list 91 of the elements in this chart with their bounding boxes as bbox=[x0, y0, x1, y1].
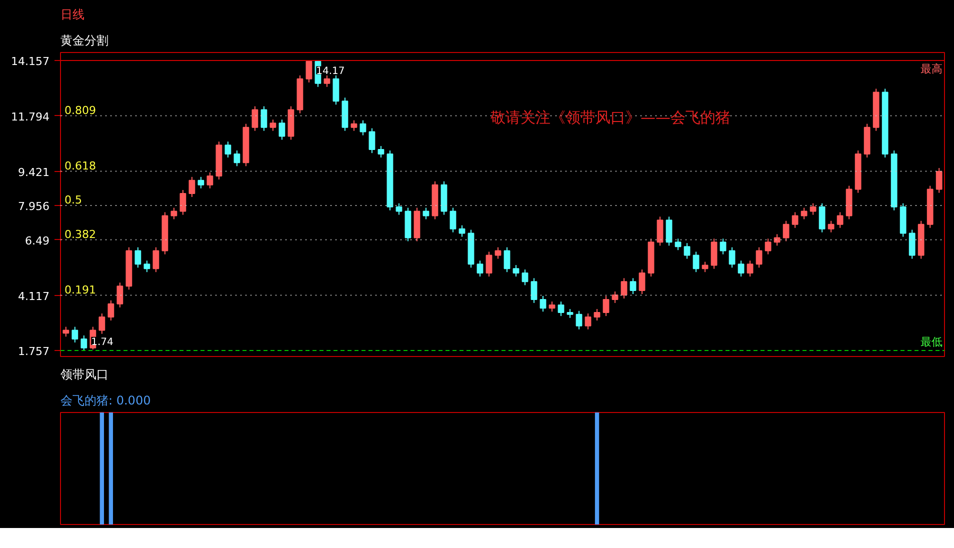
candlestick bbox=[350, 120, 358, 132]
y-tick-label: 14.157 bbox=[11, 55, 50, 68]
candlestick bbox=[674, 238, 682, 251]
candlestick bbox=[576, 310, 582, 330]
candlestick bbox=[638, 269, 646, 295]
candlestick bbox=[612, 290, 618, 304]
ref-line-label: 最低 bbox=[920, 335, 943, 348]
candlestick bbox=[792, 212, 798, 228]
y-tick-label: 9.421 bbox=[18, 166, 50, 179]
series-label: 会飞的猪: 0.000 bbox=[60, 394, 151, 408]
annotation: 0.809 bbox=[64, 104, 96, 117]
candlestick bbox=[782, 220, 790, 242]
candlestick bbox=[278, 119, 286, 140]
y-tick-label: 11.794 bbox=[11, 110, 50, 124]
candlestick bbox=[738, 260, 744, 278]
candlestick bbox=[98, 312, 106, 334]
candlestick bbox=[666, 216, 672, 246]
candlestick bbox=[584, 312, 592, 330]
candlestick bbox=[188, 176, 196, 198]
candlestick bbox=[332, 74, 340, 106]
candlestick bbox=[620, 278, 628, 300]
candlestick bbox=[198, 176, 204, 189]
candlestick bbox=[774, 234, 780, 246]
candlestick bbox=[548, 301, 556, 312]
chart-title: 领带风口 bbox=[60, 368, 108, 382]
candlestick bbox=[458, 224, 466, 238]
annotation: 敬请关注《领带风口》——会飞的猪 bbox=[490, 108, 730, 126]
candlestick bbox=[746, 260, 754, 278]
candlestick bbox=[512, 264, 520, 278]
candlestick bbox=[594, 308, 600, 321]
candlestick bbox=[656, 216, 664, 246]
y-tick-label: 1.757 bbox=[18, 344, 50, 358]
annotation: 1.74 bbox=[91, 336, 114, 348]
y-tick-label: 7.956 bbox=[18, 200, 50, 214]
candlestick bbox=[324, 74, 330, 88]
candlestick bbox=[72, 326, 78, 343]
annotation: 14.17 bbox=[316, 66, 345, 78]
candlestick bbox=[800, 207, 808, 220]
candlestick bbox=[152, 246, 160, 273]
candlestick bbox=[522, 269, 528, 286]
candlestick bbox=[368, 128, 376, 154]
candlestick bbox=[134, 246, 142, 268]
candlestick bbox=[234, 150, 240, 167]
candlestick bbox=[684, 242, 690, 260]
candlestick bbox=[630, 278, 636, 295]
candlestick bbox=[378, 146, 384, 158]
candlestick bbox=[260, 106, 268, 132]
candlestick bbox=[80, 334, 88, 352]
candlestick bbox=[62, 326, 70, 338]
candlestick bbox=[396, 202, 402, 216]
candlestick bbox=[486, 251, 492, 278]
candlestick bbox=[936, 168, 942, 194]
candlestick bbox=[764, 238, 772, 255]
annotation: 0.382 bbox=[64, 228, 96, 241]
y-tick-label: 6.49 bbox=[25, 234, 50, 248]
candlestick bbox=[306, 60, 312, 83]
candlestick bbox=[180, 190, 186, 216]
annotation: 0.5 bbox=[64, 194, 82, 207]
candlestick bbox=[810, 202, 816, 216]
candlestick bbox=[710, 238, 718, 270]
chart-subtitle: 黄金分割 bbox=[60, 34, 108, 48]
candlestick bbox=[602, 295, 610, 317]
ref-line-label: 最高 bbox=[920, 62, 943, 76]
candlestick bbox=[450, 207, 456, 233]
candlestick bbox=[476, 260, 484, 278]
chart-title: 日线 bbox=[60, 8, 84, 22]
annotation: 0.191 bbox=[64, 283, 96, 296]
candlestick bbox=[828, 220, 834, 233]
candlestick bbox=[756, 246, 762, 268]
candlestick bbox=[170, 207, 178, 220]
annotation: 0.618 bbox=[64, 159, 96, 172]
candlestick bbox=[836, 212, 844, 228]
candlestick bbox=[558, 301, 564, 317]
candlestick bbox=[908, 229, 916, 260]
candlestick bbox=[720, 238, 726, 255]
candlestick bbox=[270, 119, 276, 132]
candlestick bbox=[702, 261, 708, 273]
candlestick bbox=[692, 251, 700, 273]
candlestick bbox=[252, 106, 258, 132]
candlestick bbox=[540, 295, 546, 312]
candlestick bbox=[728, 246, 736, 268]
candlestick bbox=[360, 120, 366, 136]
candlestick bbox=[108, 300, 114, 321]
candlestick bbox=[818, 202, 826, 233]
candlestick bbox=[206, 172, 214, 189]
candlestick bbox=[224, 141, 232, 158]
candlestick bbox=[144, 260, 150, 273]
candlestick bbox=[116, 282, 124, 308]
candlestick bbox=[504, 246, 510, 273]
candlestick bbox=[530, 278, 538, 304]
y-tick-label: 4.117 bbox=[18, 290, 50, 303]
